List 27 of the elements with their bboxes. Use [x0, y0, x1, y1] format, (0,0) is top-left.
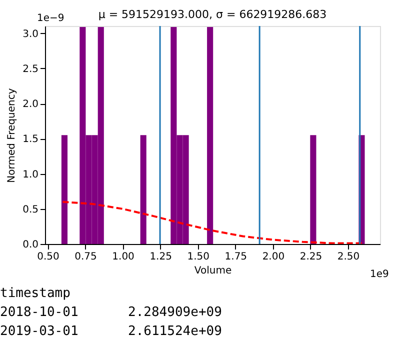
- x-tick-label: 0.50: [37, 252, 60, 262]
- x-tick-label: 1.75: [224, 252, 248, 262]
- y-tick-label: 3.0: [22, 28, 38, 40]
- text: 2.611524e+09: [128, 324, 222, 339]
- y-axis-title: Normed Frequency: [6, 88, 18, 183]
- x-tick-label: 1.50: [187, 252, 210, 262]
- text: 1e9: [370, 269, 389, 280]
- chart-title: μ = 591529193.000, σ = 662919286.683: [98, 8, 327, 21]
- text: 2018-10-01: [0, 305, 78, 320]
- y-tick-label: 0.5: [22, 204, 38, 216]
- x-tick-label: 2.25: [300, 252, 322, 262]
- y-tick-label: 0.0: [22, 240, 38, 250]
- x-tick-label: 1.00: [112, 252, 134, 262]
- x-tick-label: 2.50: [337, 252, 360, 262]
- line-series: [62, 200, 364, 244]
- y-tick-label: 1.5: [22, 134, 38, 146]
- text: 2.284909e+09: [128, 305, 222, 320]
- text: timestamp: [0, 286, 71, 301]
- y-tick-label: 2.0: [22, 99, 38, 110]
- x-tick-label: 0.75: [74, 252, 97, 262]
- x-tick-label: 2.00: [262, 252, 285, 262]
- y-tick-label: 1.0: [22, 169, 38, 180]
- x-tick-label: 1.25: [150, 252, 172, 262]
- x-axis-title: Volume: [194, 266, 232, 276]
- y-tick-label: 2.5: [22, 64, 38, 75]
- text: 1e−9: [37, 13, 64, 24]
- text: 2019-03-01: [0, 324, 78, 339]
